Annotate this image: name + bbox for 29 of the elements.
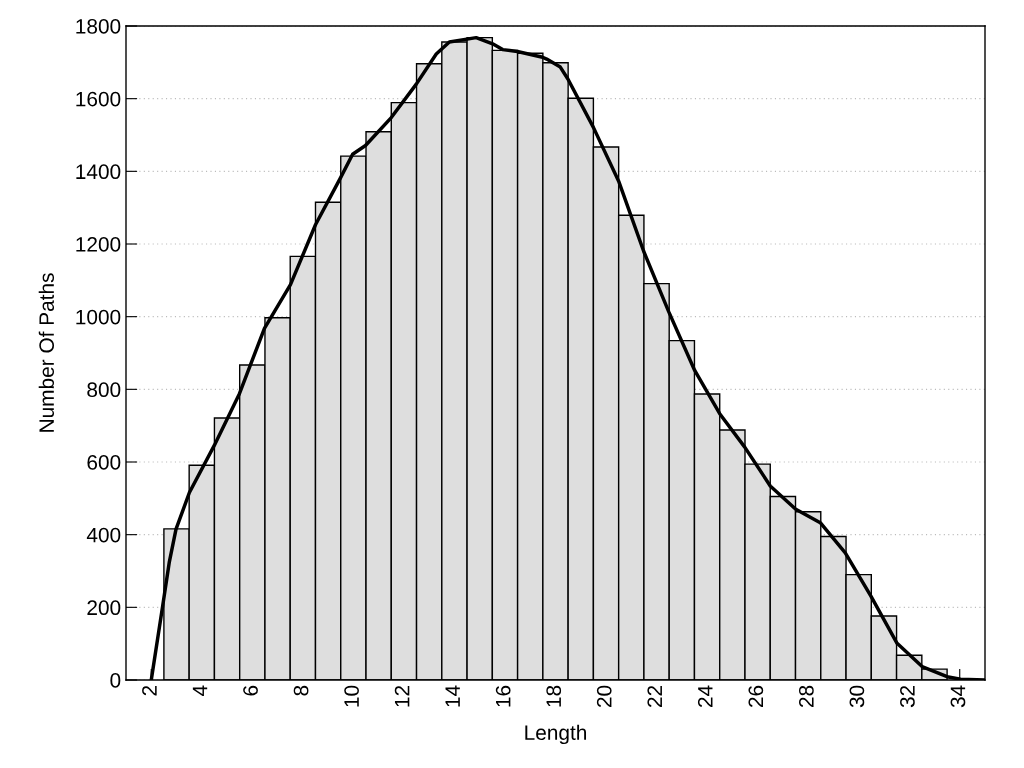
x-tick-label: 24 [697,685,713,707]
x-tick-label: 28 [798,685,814,707]
x-tick-label: 34 [950,685,966,708]
x-tick-label: 22 [647,685,662,707]
x-tick-label: 12 [394,685,410,707]
y-tick-label: 0 [110,673,121,688]
y-tick-label: 1200 [76,237,121,252]
x-tick-label: 14 [445,685,460,707]
x-tick-label: 2 [142,685,157,696]
x-tick-label: 8 [293,685,309,696]
y-tick-label: 400 [86,527,121,543]
x-tick-label: 30 [849,685,865,708]
y-tick-label: 1600 [76,91,121,107]
x-tick-label: 10 [344,685,359,707]
x-tick-label: 32 [900,685,915,708]
y-axis-title: Number Of Paths [38,273,55,432]
x-tick-label: 16 [495,685,511,707]
y-tick-label: 600 [87,455,121,470]
y-tick-label: 1800 [76,19,121,34]
y-tick-label: 1400 [76,164,121,180]
y-tick-label: 800 [87,382,121,398]
x-tick-label: 6 [243,685,258,696]
y-tick-label: 200 [87,600,121,616]
x-axis-title: Length [525,724,587,745]
x-tick-label: 4 [192,685,208,696]
x-tick-label: 20 [596,685,612,707]
x-tick-label: 18 [546,685,562,707]
x-tick-label: 26 [748,685,764,707]
y-tick-label: 1000 [76,309,121,325]
